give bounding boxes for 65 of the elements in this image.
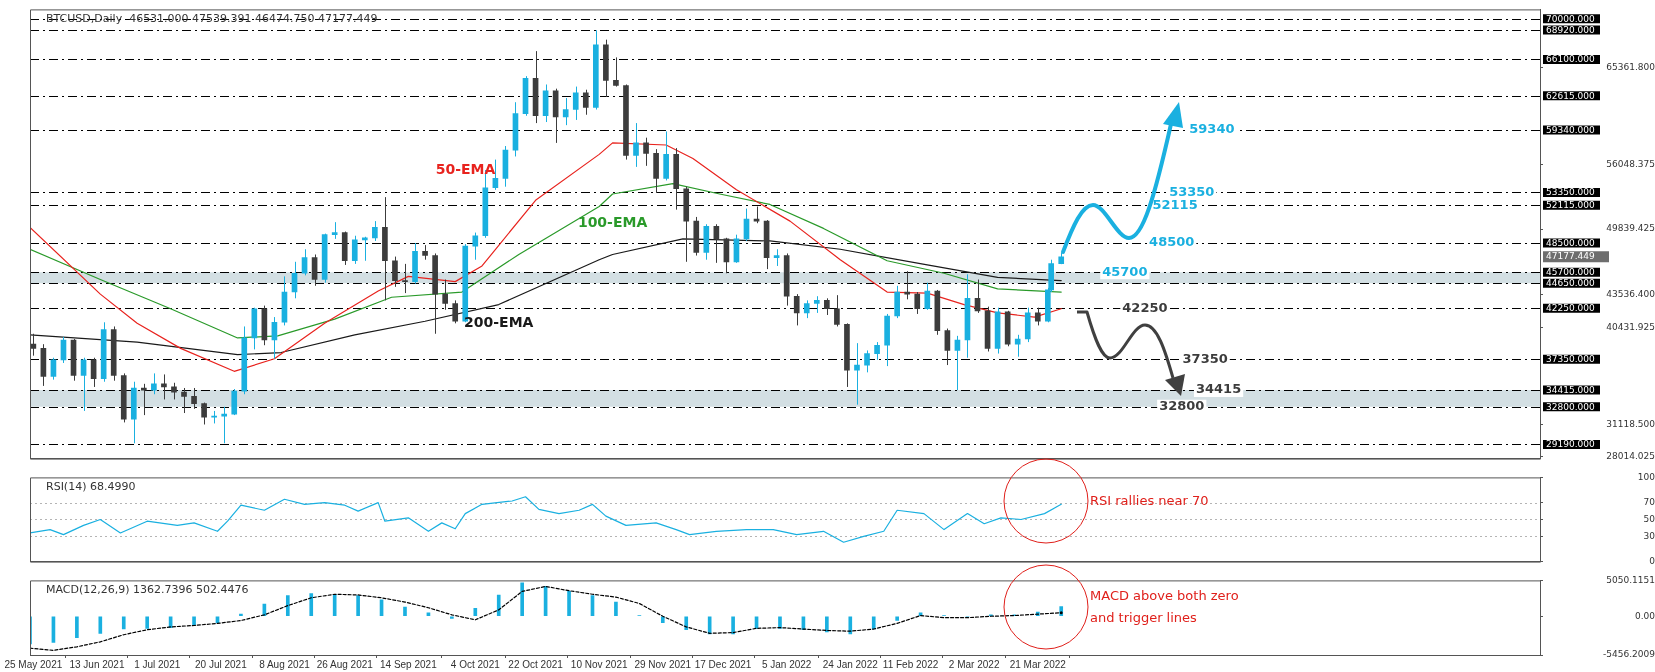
x-tick-label: 11 Feb 2022 <box>882 658 939 670</box>
y-tick-label: 56048.375 <box>1606 158 1655 169</box>
x-tick-label: 24 Jan 2022 <box>822 658 879 670</box>
ref-line-label: 70000.000 <box>1546 13 1595 24</box>
x-tick-label: 17 Dec 2021 <box>694 658 752 670</box>
y-tick-label: 65361.800 <box>1606 61 1655 72</box>
ref-line-label: 53350.000 <box>1546 187 1595 198</box>
annotation: 48500 <box>1149 234 1195 250</box>
x-tick-label: 1 Jul 2021 <box>134 658 181 670</box>
series-label: 100-EMA <box>577 213 648 230</box>
x-tick-label: 8 Aug 2021 <box>259 658 311 670</box>
y-tick-label: 5050.1151 <box>1606 574 1655 585</box>
x-tick-label: 5 Jan 2022 <box>761 658 812 670</box>
y-tick-label: 50 <box>1643 513 1655 524</box>
y-tick-label: -5456.2009 <box>1603 649 1655 660</box>
y-tick-label: 70 <box>1643 497 1655 507</box>
ref-line-label: 34415.000 <box>1546 384 1595 395</box>
chart-title: RSI(14) 68.4990 <box>46 479 136 493</box>
annotation: 32800 <box>1159 398 1205 414</box>
ref-line-label: 68920.000 <box>1546 24 1595 35</box>
ref-line-label: 32800.000 <box>1546 401 1595 412</box>
annotation: 53350 <box>1169 183 1215 199</box>
ref-line-label: 37350.000 <box>1546 354 1595 365</box>
annotation: MACD above both zero and trigger lines <box>1090 587 1240 627</box>
x-tick-label: 26 Aug 2021 <box>316 658 374 670</box>
y-tick-label: 100 <box>1637 471 1655 482</box>
x-tick-label: 22 Oct 2021 <box>508 658 564 670</box>
ref-line-label: 48500.000 <box>1546 237 1595 248</box>
x-tick-label: 25 May 2021 <box>4 658 63 670</box>
annotation: 34415 <box>1195 381 1242 397</box>
x-tick-label: 10 Nov 2021 <box>570 658 628 670</box>
chart-title: MACD(12,26,9) 1362.7396 502.4476 <box>46 582 249 596</box>
x-tick-label: 20 Jul 2021 <box>194 658 248 670</box>
annotation: 37350 <box>1182 350 1228 366</box>
annotation: 52115 <box>1152 196 1198 212</box>
ref-line-label: 45700.000 <box>1546 267 1595 278</box>
y-tick-label: 28014.025 <box>1606 451 1655 462</box>
series-label: 200-EMA <box>464 314 534 331</box>
ref-line-label: 42250.000 <box>1546 303 1595 314</box>
x-tick-label: 2 Mar 2022 <box>948 658 1000 670</box>
annotation: RSI rallies near 70 <box>1090 492 1210 510</box>
ref-line-label: 66100.000 <box>1546 54 1595 65</box>
ref-line-label: 29190.000 <box>1546 439 1595 450</box>
ref-line-label: 62615.000 <box>1546 90 1595 101</box>
ref-line-label: 44650.000 <box>1546 278 1595 289</box>
y-tick-label: 43536.400 <box>1606 289 1655 300</box>
text: 50-EMA <box>435 160 496 177</box>
y-tick-label: 30 <box>1643 530 1655 541</box>
ref-line-label: 52115.000 <box>1546 200 1595 211</box>
x-tick-label: 13 Jun 2021 <box>69 658 125 670</box>
y-tick-label: 31118.500 <box>1606 418 1655 429</box>
x-tick-label: 21 Mar 2022 <box>1009 658 1067 670</box>
y-tick-label: 40431.925 <box>1606 321 1655 332</box>
annotation: 42250 <box>1122 299 1168 315</box>
x-tick-label: 29 Nov 2021 <box>634 658 692 670</box>
ref-line-label: 59340.000 <box>1546 124 1595 135</box>
y-tick-label: 49839.425 <box>1606 223 1655 234</box>
chart-title: BTCUSD,Daily 46531.000 47539.391 46474.750 47177.449 <box>46 11 378 25</box>
x-tick-label: 14 Sep 2021 <box>379 658 438 670</box>
annotation: 59340 <box>1189 121 1235 137</box>
text: 47177.449 <box>1546 251 1595 262</box>
y-tick-label: 0.00 <box>1634 610 1655 621</box>
y-tick-label: 0 <box>1649 555 1655 566</box>
annotation: 45700 <box>1102 263 1148 279</box>
x-tick-label: 4 Oct 2021 <box>450 658 501 670</box>
